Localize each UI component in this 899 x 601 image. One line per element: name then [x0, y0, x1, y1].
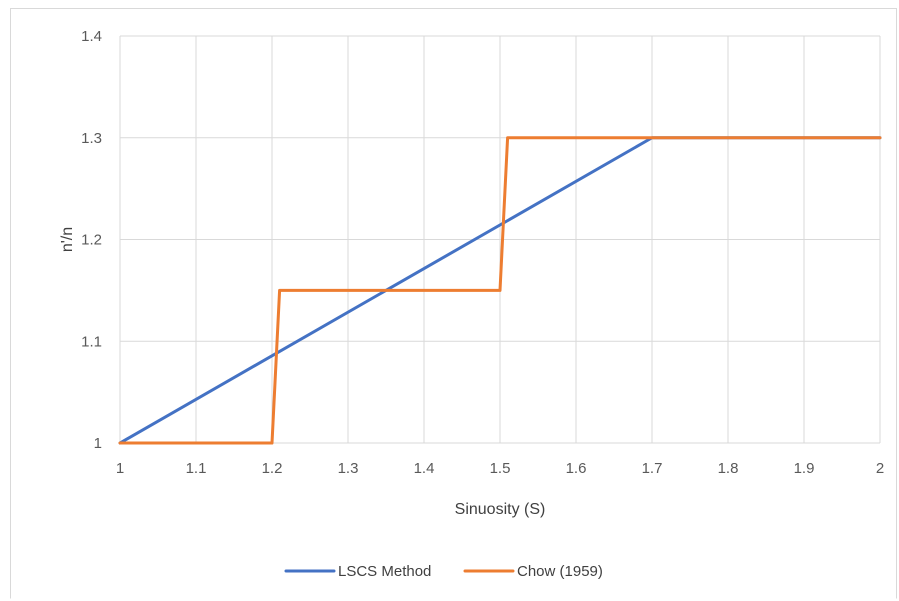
y-tick-label: 1.3 [81, 130, 102, 147]
x-tick-label: 1.1 [186, 460, 207, 477]
y-tick-label: 1.1 [81, 333, 102, 350]
chart-frame [10, 8, 897, 599]
x-tick-label: 1.9 [794, 460, 815, 477]
x-tick-label: 1.2 [262, 460, 283, 477]
x-tick-label: 1.7 [642, 460, 663, 477]
legend: LSCS Method Chow (1959) [284, 563, 603, 580]
x-tick-label: 1.8 [718, 460, 739, 477]
y-axis-title: n'/n [59, 227, 76, 252]
y-tick-label: 1 [94, 435, 102, 452]
x-axis-title: Sinuosity (S) [455, 501, 546, 518]
series-lines [118, 136, 882, 445]
y-tick-label: 1.2 [81, 232, 102, 249]
x-tick-label: 1.4 [414, 460, 435, 477]
x-tick-label: 1.5 [490, 460, 511, 477]
x-tick-label: 2 [876, 460, 884, 477]
legend-label: Chow (1959) [517, 563, 603, 580]
tick-labels: 1 1.1 1.2 1.3 1.4 1.5 1.6 1.7 1.8 1.9 2 1 1.1 1.2 1.3 1… [81, 28, 884, 477]
y-tick-label: 1.4 [81, 28, 102, 45]
x-tick-label: 1.3 [338, 460, 359, 477]
x-tick-label: 1.6 [566, 460, 587, 477]
x-tick-label: 1 [116, 460, 124, 477]
series-line-chow-1959 [118, 136, 882, 445]
legend-label: LSCS Method [338, 563, 431, 580]
gridlines [119, 35, 881, 444]
